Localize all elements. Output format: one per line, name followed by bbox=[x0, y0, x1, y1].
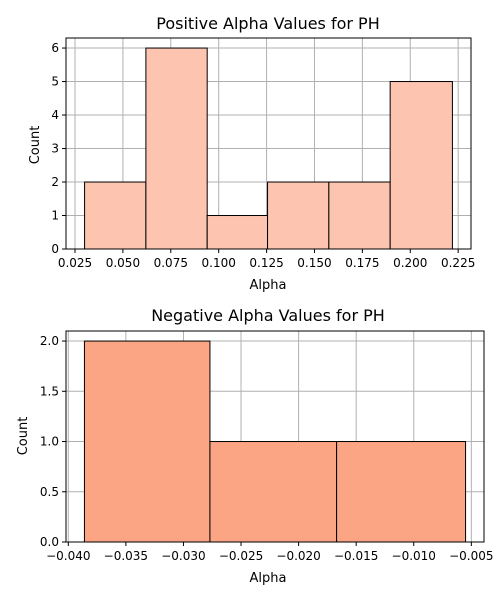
y-tick-label: 0.5 bbox=[40, 485, 59, 499]
y-tick-label: 4 bbox=[51, 108, 59, 122]
histogram-bar bbox=[267, 181, 330, 250]
y-tick-label: 2.0 bbox=[40, 334, 59, 348]
x-axis-ticks: −0.040 −0.035 −0.030 −0.025 −0.020 −0.015 −0.0… bbox=[46, 542, 494, 563]
axes-frame bbox=[65, 330, 485, 543]
x-axis-label: Alpha bbox=[250, 571, 287, 586]
x-tick-label: 0.100 bbox=[202, 256, 236, 270]
x-tick-label: 0.125 bbox=[249, 256, 283, 270]
histogram-bar bbox=[84, 181, 147, 250]
plot-title: Negative Alpha Values for PH bbox=[151, 306, 385, 325]
axes-frame bbox=[65, 37, 472, 250]
x-tick-label: 0.050 bbox=[106, 256, 140, 270]
histogram-bar bbox=[206, 215, 269, 250]
histogram-bar bbox=[328, 181, 391, 250]
x-tick-label: −0.005 bbox=[449, 549, 493, 563]
x-axis-label: Alpha bbox=[250, 278, 287, 293]
x-tick-label: −0.040 bbox=[46, 549, 90, 563]
y-tick-label: 6 bbox=[51, 41, 59, 55]
y-tick-label: 0.0 bbox=[40, 535, 59, 549]
histogram-bar bbox=[83, 340, 211, 543]
y-tick-label: 1 bbox=[51, 209, 59, 223]
histogram-bar bbox=[145, 47, 208, 250]
histogram-bar bbox=[209, 441, 338, 543]
histogram-bar bbox=[336, 441, 467, 543]
y-axis-label: Count bbox=[28, 126, 43, 165]
x-tick-label: 0.200 bbox=[393, 256, 427, 270]
x-tick-label: −0.035 bbox=[104, 549, 148, 563]
x-tick-label: 0.225 bbox=[441, 256, 475, 270]
negative-alpha-histogram: Negative Alpha Values for PH Alpha Count… bbox=[16, 306, 494, 586]
x-tick-label: 0.075 bbox=[154, 256, 188, 270]
y-tick-label: 2 bbox=[51, 175, 59, 189]
y-tick-label: 0 bbox=[51, 242, 59, 256]
y-axis-label: Count bbox=[16, 417, 31, 456]
x-tick-label: −0.030 bbox=[161, 549, 205, 563]
x-axis-ticks: 0.025 0.050 0.075 0.100 0.125 0.150 0.175 0.200… bbox=[58, 249, 475, 270]
positive-alpha-histogram: Positive Alpha Values for PH Alpha Count… bbox=[28, 14, 475, 293]
x-tick-label: −0.020 bbox=[276, 549, 320, 563]
histogram-bar bbox=[389, 81, 453, 250]
y-axis-ticks: 0 1 2 3 4 5 6 bbox=[51, 41, 66, 256]
histogram-bars bbox=[84, 47, 453, 250]
plot-title: Positive Alpha Values for PH bbox=[156, 14, 379, 33]
y-tick-label: 1.5 bbox=[40, 384, 59, 398]
x-tick-label: 0.150 bbox=[297, 256, 331, 270]
histogram-bars bbox=[83, 340, 467, 543]
y-tick-label: 1.0 bbox=[40, 435, 59, 449]
y-tick-label: 3 bbox=[51, 142, 59, 156]
x-tick-label: 0.025 bbox=[58, 256, 92, 270]
y-tick-label: 5 bbox=[51, 75, 59, 89]
x-tick-label: −0.010 bbox=[392, 549, 436, 563]
x-tick-label: −0.025 bbox=[219, 549, 263, 563]
x-tick-label: 0.175 bbox=[345, 256, 379, 270]
y-axis-ticks: 0.0 0.5 1.0 1.5 2.0 bbox=[40, 334, 66, 549]
x-tick-label: −0.015 bbox=[334, 549, 378, 563]
